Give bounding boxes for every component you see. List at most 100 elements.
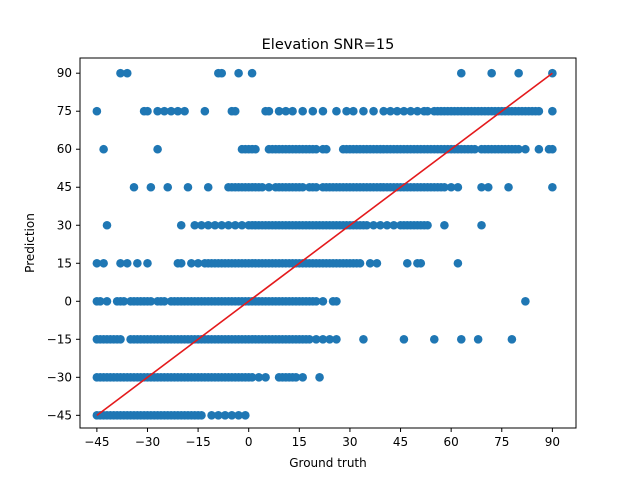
data-point bbox=[308, 106, 318, 116]
points-layer bbox=[92, 68, 557, 420]
data-point bbox=[264, 106, 274, 116]
data-point bbox=[534, 106, 544, 116]
x-tick-label: −30 bbox=[135, 435, 160, 449]
data-point bbox=[429, 335, 439, 344]
data-point bbox=[146, 296, 156, 306]
data-point bbox=[193, 258, 203, 268]
data-point bbox=[521, 144, 530, 154]
data-point bbox=[197, 411, 206, 420]
data-point bbox=[288, 106, 297, 116]
x-tick-label: −15 bbox=[185, 435, 210, 449]
data-point bbox=[264, 182, 274, 192]
data-point bbox=[92, 106, 102, 116]
data-point bbox=[153, 106, 162, 116]
data-point bbox=[325, 335, 334, 344]
data-point bbox=[504, 182, 513, 192]
data-point bbox=[241, 411, 250, 420]
data-point bbox=[116, 68, 125, 78]
data-point bbox=[315, 373, 324, 382]
data-point bbox=[176, 220, 186, 230]
data-point bbox=[548, 182, 557, 192]
data-point bbox=[372, 258, 382, 268]
data-point bbox=[456, 68, 466, 78]
data-point bbox=[247, 68, 257, 78]
data-point bbox=[382, 220, 392, 230]
data-point bbox=[392, 106, 402, 116]
data-point bbox=[247, 373, 257, 382]
data-point bbox=[349, 106, 358, 116]
data-point bbox=[423, 106, 432, 116]
y-tick-label: 90 bbox=[57, 66, 72, 80]
data-point bbox=[440, 182, 449, 192]
data-point bbox=[237, 220, 247, 230]
data-point bbox=[230, 106, 240, 116]
data-point bbox=[389, 220, 399, 230]
data-point bbox=[261, 373, 270, 382]
data-point bbox=[298, 373, 307, 382]
data-point bbox=[160, 296, 169, 306]
data-point bbox=[298, 182, 307, 192]
data-point bbox=[220, 411, 230, 420]
y-tick-label: 0 bbox=[64, 294, 72, 308]
data-point bbox=[234, 411, 243, 420]
data-point bbox=[369, 106, 378, 116]
data-point bbox=[311, 182, 321, 192]
data-point bbox=[133, 258, 142, 268]
reference-line-layer bbox=[96, 72, 553, 416]
data-point bbox=[332, 335, 341, 344]
data-point bbox=[102, 220, 112, 230]
data-point bbox=[548, 106, 557, 116]
data-point bbox=[298, 106, 307, 116]
data-point bbox=[274, 106, 284, 116]
data-point bbox=[318, 335, 328, 344]
data-point bbox=[129, 182, 139, 192]
data-point bbox=[291, 373, 301, 382]
data-point bbox=[369, 220, 378, 230]
data-point bbox=[99, 144, 108, 154]
data-point bbox=[163, 182, 173, 192]
data-point bbox=[122, 258, 132, 268]
x-tick-label: 90 bbox=[545, 435, 560, 449]
y-tick-label: −30 bbox=[47, 370, 72, 384]
data-point bbox=[359, 335, 368, 344]
data-point bbox=[160, 106, 169, 116]
data-point bbox=[311, 144, 321, 154]
data-point bbox=[483, 182, 493, 192]
data-point bbox=[376, 220, 385, 230]
data-point bbox=[342, 106, 351, 116]
data-point bbox=[99, 258, 108, 268]
x-tick-label: 30 bbox=[342, 435, 357, 449]
data-point bbox=[311, 335, 321, 344]
data-point bbox=[217, 220, 227, 230]
data-point bbox=[440, 220, 449, 230]
data-point bbox=[487, 68, 496, 78]
data-point bbox=[254, 373, 264, 382]
data-point bbox=[210, 220, 220, 230]
data-point bbox=[359, 106, 368, 116]
data-point bbox=[453, 258, 463, 268]
reference-line bbox=[96, 72, 553, 416]
data-point bbox=[281, 106, 291, 116]
data-point bbox=[379, 106, 388, 116]
data-point bbox=[332, 296, 341, 306]
chart-title: Elevation SNR=15 bbox=[262, 37, 395, 53]
data-point bbox=[116, 258, 125, 268]
data-point bbox=[534, 144, 544, 154]
data-point bbox=[507, 335, 517, 344]
data-point bbox=[521, 296, 530, 306]
data-point bbox=[423, 220, 432, 230]
data-point bbox=[122, 68, 132, 78]
y-tick-label: 60 bbox=[57, 142, 72, 156]
y-tick-label: −45 bbox=[47, 408, 72, 422]
data-point bbox=[318, 296, 328, 306]
x-tick-label: 75 bbox=[494, 435, 509, 449]
data-point bbox=[224, 220, 233, 230]
data-point bbox=[477, 220, 486, 230]
data-point bbox=[311, 296, 321, 306]
y-tick-label: 75 bbox=[57, 104, 72, 118]
data-point bbox=[92, 258, 102, 268]
data-point bbox=[514, 144, 523, 154]
data-point bbox=[214, 411, 223, 420]
data-point bbox=[200, 106, 210, 116]
